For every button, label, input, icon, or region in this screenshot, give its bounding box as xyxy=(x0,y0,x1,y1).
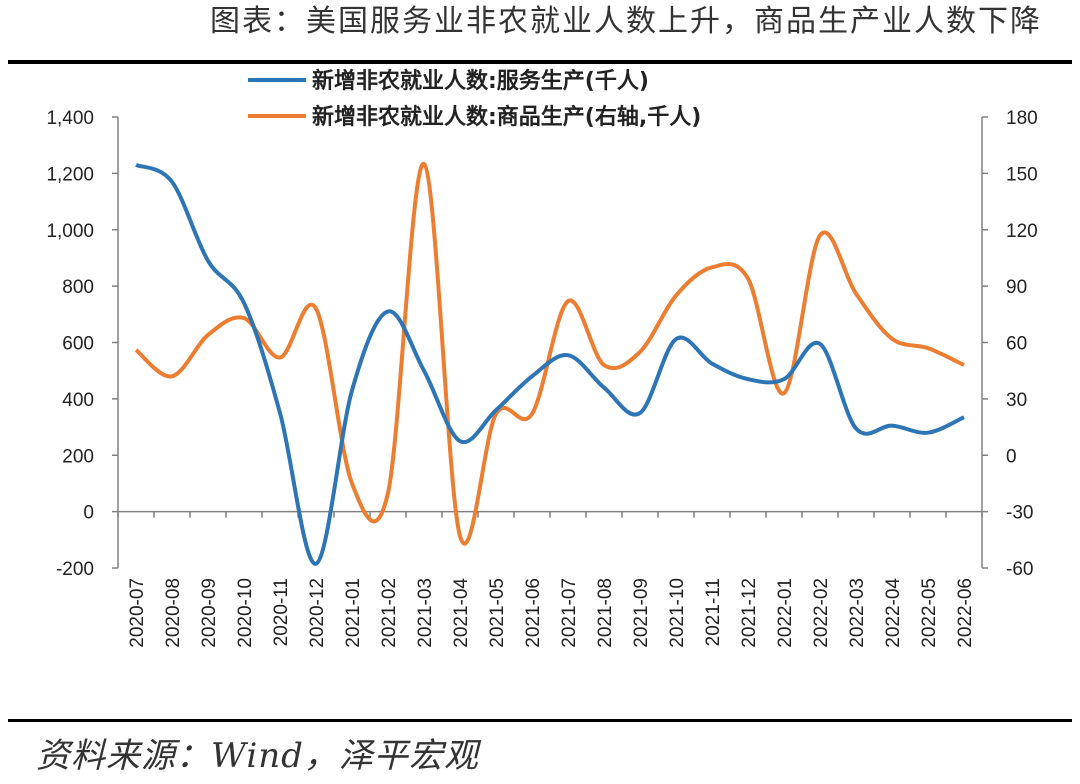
y-right-tick-label: 60 xyxy=(1006,334,1027,355)
y-left-tick-label: 1,000 xyxy=(46,221,94,242)
y-right-tick-label: 180 xyxy=(1006,108,1038,129)
x-tick-label: 2021-02 xyxy=(379,578,400,648)
top-rule xyxy=(8,60,1072,64)
x-tick-label: 2022-06 xyxy=(955,578,976,648)
chart-title: 图表：美国服务业非农就业人数上升，商品生产业人数下降 xyxy=(210,4,1042,39)
y-left-tick-label: 0 xyxy=(83,503,94,524)
y-left-tick-label: 800 xyxy=(62,277,94,298)
x-tick-label: 2022-03 xyxy=(847,578,868,648)
x-tick-label: 2020-12 xyxy=(307,578,328,648)
x-tick-label: 2021-09 xyxy=(631,578,652,648)
x-tick-label: 2021-01 xyxy=(343,578,364,648)
y-right-tick-label: 0 xyxy=(1006,446,1017,467)
y-left-tick-label: 1,400 xyxy=(46,108,94,129)
x-tick-label: 2022-01 xyxy=(775,578,796,648)
legend: 新增非农就业人数:服务生产(千人) 新增非农就业人数:商品生产(右轴,千人) xyxy=(248,68,701,130)
y-left-tick-label: 1,200 xyxy=(46,164,94,185)
bottom-rule xyxy=(8,719,1072,722)
legend-label-goods: 新增非农就业人数:商品生产(右轴,千人) xyxy=(312,104,701,130)
y-right-tick-label: -30 xyxy=(1006,503,1033,524)
source-note: 资料来源：Wind，泽平宏观 xyxy=(36,736,479,776)
legend-label-services: 新增非农就业人数:服务生产(千人) xyxy=(312,68,649,94)
x-tick-label: 2021-06 xyxy=(523,578,544,648)
x-tick-label: 2021-12 xyxy=(739,578,760,648)
x-tick-label: 2020-11 xyxy=(271,578,292,646)
x-tick-label: 2020-09 xyxy=(199,578,220,648)
x-tick-label: 2021-08 xyxy=(595,578,616,648)
series-lines xyxy=(134,161,965,566)
chart: 新增非农就业人数:服务生产(千人) 新增非农就业人数:商品生产(右轴,千人) -… xyxy=(46,68,1037,648)
x-tick-label: 2022-05 xyxy=(919,578,940,648)
axes: -200 0 200 400 600 800 1,000 1,200 1,400 -60 -30 0 3… xyxy=(46,108,1037,648)
x-tick-label: 2021-10 xyxy=(667,578,688,648)
y-right-tick-label: 30 xyxy=(1006,390,1027,411)
y-left-tick-label: 400 xyxy=(62,390,94,411)
x-tick-label: 2020-08 xyxy=(163,578,184,648)
x-tick-label: 2021-05 xyxy=(487,578,508,648)
y-left-tick-label: 200 xyxy=(62,446,94,467)
y-left-tick-label: 600 xyxy=(62,334,94,355)
y-right-tick-label: -60 xyxy=(1006,559,1033,580)
y-right-tick-label: 90 xyxy=(1006,277,1027,298)
y-right-tick-label: 150 xyxy=(1006,164,1038,185)
y-right-tick-label: 120 xyxy=(1006,221,1038,242)
x-tick-label: 2021-07 xyxy=(559,578,580,648)
x-tick-label: 2021-11 xyxy=(703,578,724,646)
y-left-tick-label: -200 xyxy=(56,559,94,580)
x-tick-label: 2020-07 xyxy=(127,578,148,648)
x-tick-label: 2020-10 xyxy=(235,578,256,648)
x-tick-label: 2021-04 xyxy=(451,578,472,648)
series-line-goods xyxy=(134,161,965,546)
series-line-services xyxy=(135,163,965,566)
x-tick-label: 2022-02 xyxy=(811,578,832,648)
x-tick-label: 2022-04 xyxy=(883,578,904,648)
x-tick-label: 2021-03 xyxy=(415,578,436,648)
